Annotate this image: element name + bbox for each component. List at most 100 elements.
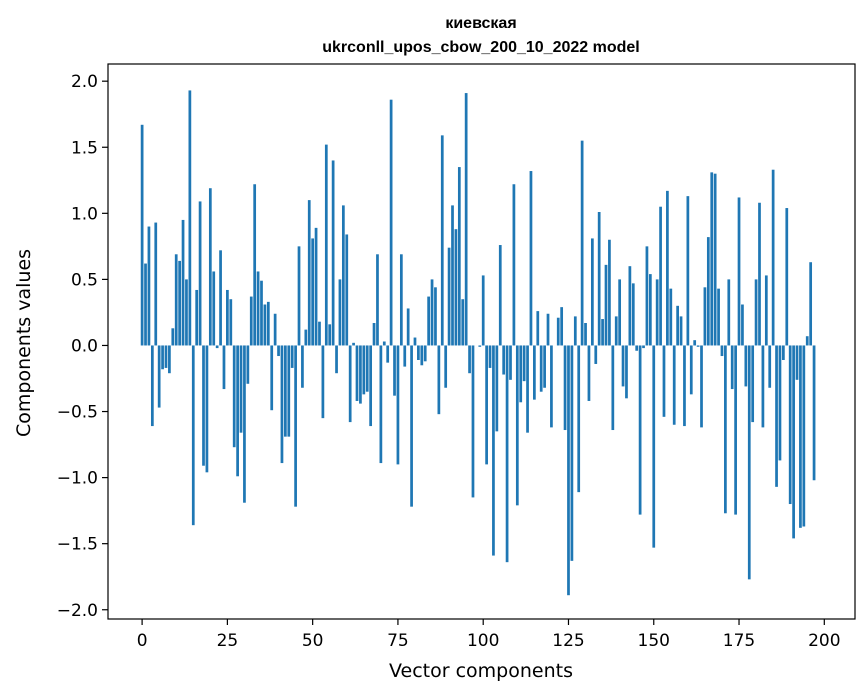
bar-160 — [686, 196, 690, 346]
bar-17 — [198, 201, 202, 346]
bar-15 — [191, 345, 195, 526]
bar-64 — [359, 345, 362, 404]
x-tick-label: 50 — [302, 631, 324, 651]
bar-49 — [307, 200, 311, 346]
bar-117 — [539, 345, 543, 392]
bar-86 — [434, 287, 437, 346]
bar-31 — [246, 345, 250, 384]
bar-26 — [229, 299, 233, 346]
bar-119 — [546, 313, 550, 346]
bar-153 — [662, 345, 666, 417]
bar-19 — [205, 345, 209, 473]
bar-1 — [144, 263, 147, 346]
bar-28 — [236, 345, 239, 477]
bar-80 — [413, 337, 417, 346]
bar-94 — [461, 299, 465, 346]
bar-88 — [440, 135, 444, 346]
bar-168 — [713, 173, 717, 346]
bar-147 — [642, 345, 645, 349]
bar-55 — [328, 324, 332, 346]
bar-166 — [706, 237, 710, 346]
bar-77 — [403, 345, 407, 367]
bar-6 — [161, 345, 164, 370]
bar-184 — [768, 345, 772, 388]
bar-60 — [345, 234, 349, 346]
bar-192 — [795, 345, 799, 380]
bar-41 — [280, 345, 284, 464]
bar-71 — [382, 341, 386, 346]
bar-190 — [788, 345, 792, 505]
bar-100 — [481, 275, 485, 346]
bar-115 — [533, 345, 536, 400]
y-axis: −2.0 −1.5 −1.0 −0.5 0.0 0.5 1.0 1.5 2.0 — [57, 72, 108, 621]
bar-65 — [362, 345, 366, 395]
bar-72 — [386, 345, 390, 363]
bar-67 — [369, 345, 373, 427]
bar-167 — [710, 172, 714, 346]
bar-126 — [570, 345, 574, 561]
bar-135 — [601, 319, 604, 346]
bar-63 — [355, 345, 359, 401]
bar-7 — [164, 345, 168, 368]
bar-4 — [154, 222, 158, 346]
bar-33 — [253, 184, 257, 346]
bar-99 — [478, 345, 482, 347]
bar-143 — [628, 266, 632, 346]
bar-164 — [700, 345, 703, 428]
bar-137 — [608, 239, 611, 346]
bar-133 — [594, 345, 598, 364]
y-tick-label: −2.0 — [57, 601, 98, 621]
x-tick-label: 100 — [467, 631, 499, 651]
bar-84 — [427, 296, 430, 346]
bar-112 — [522, 345, 526, 382]
bar-105 — [498, 245, 502, 346]
bar-163 — [696, 345, 700, 347]
bar-83 — [423, 345, 427, 362]
bar-102 — [488, 345, 492, 368]
bars-group — [140, 90, 816, 596]
x-axis: 0 25 50 75 100 125 150 175 200 — [137, 619, 841, 651]
y-tick-label: −0.5 — [57, 403, 98, 423]
bar-180 — [754, 279, 758, 346]
bar-142 — [625, 345, 628, 399]
bar-13 — [185, 279, 188, 346]
bar-161 — [689, 345, 693, 395]
bar-186 — [775, 345, 778, 487]
bar-103 — [492, 345, 495, 556]
bar-53 — [321, 345, 325, 419]
bar-187 — [778, 345, 782, 461]
chart-title-line-1: киевская — [445, 15, 516, 32]
bar-138 — [611, 345, 615, 431]
bar-101 — [485, 345, 488, 465]
bar-95 — [464, 93, 468, 346]
bar-43 — [287, 345, 291, 437]
bar-36 — [263, 304, 267, 346]
bar-120 — [550, 345, 553, 428]
bar-122 — [556, 317, 560, 346]
bar-185 — [771, 169, 775, 346]
bar-32 — [249, 296, 253, 346]
bar-183 — [764, 275, 768, 346]
bar-107 — [505, 345, 509, 563]
bar-111 — [519, 345, 523, 403]
bar-23 — [219, 250, 222, 346]
bar-2 — [147, 226, 151, 346]
bar-75 — [396, 345, 400, 465]
bar-97 — [471, 345, 475, 498]
bar-110 — [515, 345, 519, 506]
bar-29 — [239, 345, 243, 433]
bar-78 — [406, 308, 410, 346]
bar-76 — [399, 254, 403, 346]
bar-22 — [215, 345, 219, 349]
bar-136 — [604, 264, 608, 346]
bar-50 — [311, 238, 315, 346]
bar-91 — [451, 205, 454, 346]
x-tick-label: 200 — [808, 631, 840, 651]
bar-128 — [577, 345, 581, 493]
bar-90 — [447, 247, 451, 346]
y-tick-label: −1.5 — [57, 535, 98, 555]
bar-56 — [331, 160, 335, 346]
bar-46 — [297, 246, 301, 346]
